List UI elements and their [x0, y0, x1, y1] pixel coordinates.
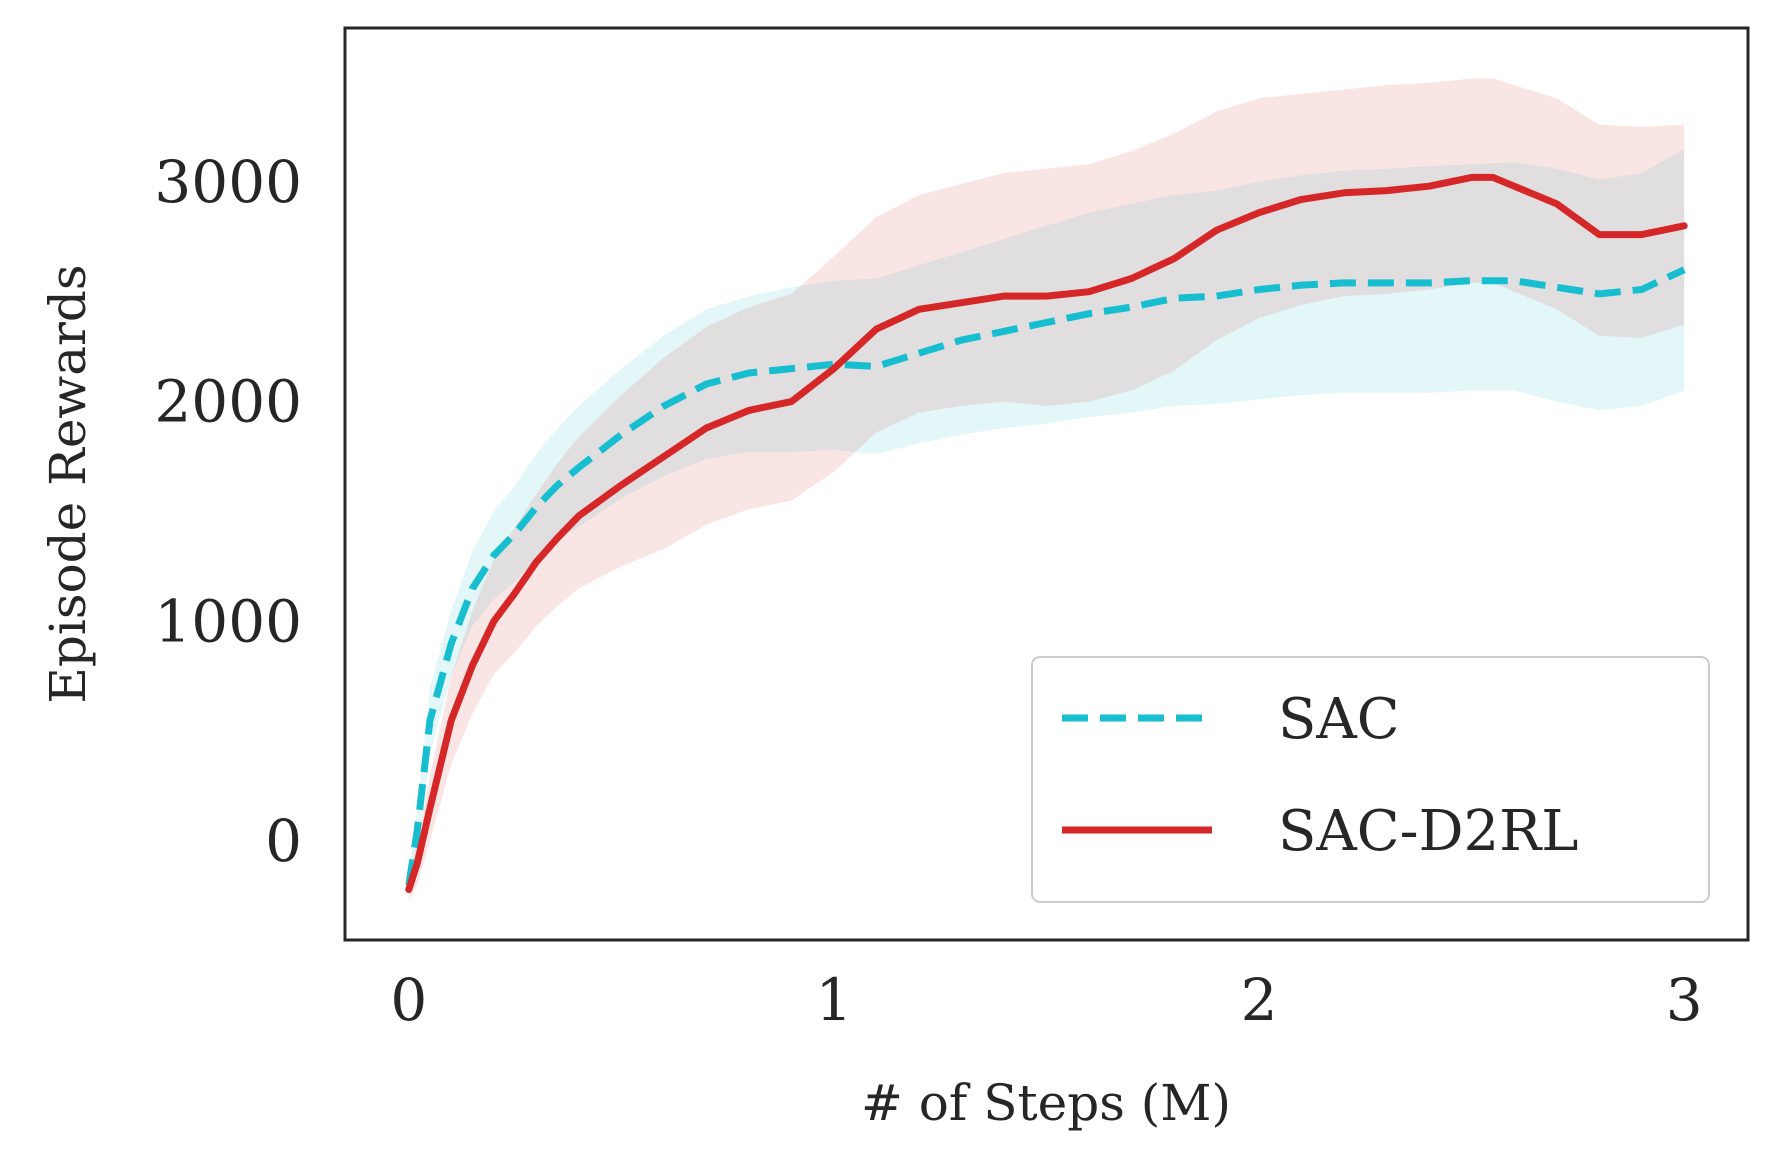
plot-frame: [343, 26, 1750, 942]
y-tick-label: 0: [265, 807, 302, 875]
x-tick-label: 1: [815, 966, 852, 1034]
band-sac: [408, 148, 1685, 896]
confidence-bands: [408, 78, 1685, 901]
series-line-sac-d2rl: [405, 173, 1688, 893]
y-tick-label: 3000: [154, 148, 302, 216]
legend-label-sac-d2rl: SAC-D2RL: [1278, 799, 1578, 864]
y-tick-label: 2000: [154, 368, 302, 436]
legend-label-sac: SAC: [1278, 687, 1400, 752]
legend: SAC SAC-D2RL: [1031, 656, 1710, 903]
x-tick-label: 3: [1666, 966, 1703, 1034]
x-tick-label: 0: [390, 966, 427, 1034]
series-lines: [405, 173, 1688, 893]
y-axis-ticks: 0 1000 2000 3000: [154, 148, 302, 875]
y-tick-label: 1000: [154, 587, 302, 655]
x-axis-label: # of Steps (M): [861, 1074, 1231, 1132]
x-tick-label: 2: [1241, 966, 1278, 1034]
x-axis-ticks: 0 1 2 3: [390, 966, 1702, 1034]
band-sac-d2rl: [408, 78, 1685, 901]
y-axis-label: Episode Rewards: [39, 264, 97, 703]
series-line-sac: [405, 266, 1686, 886]
